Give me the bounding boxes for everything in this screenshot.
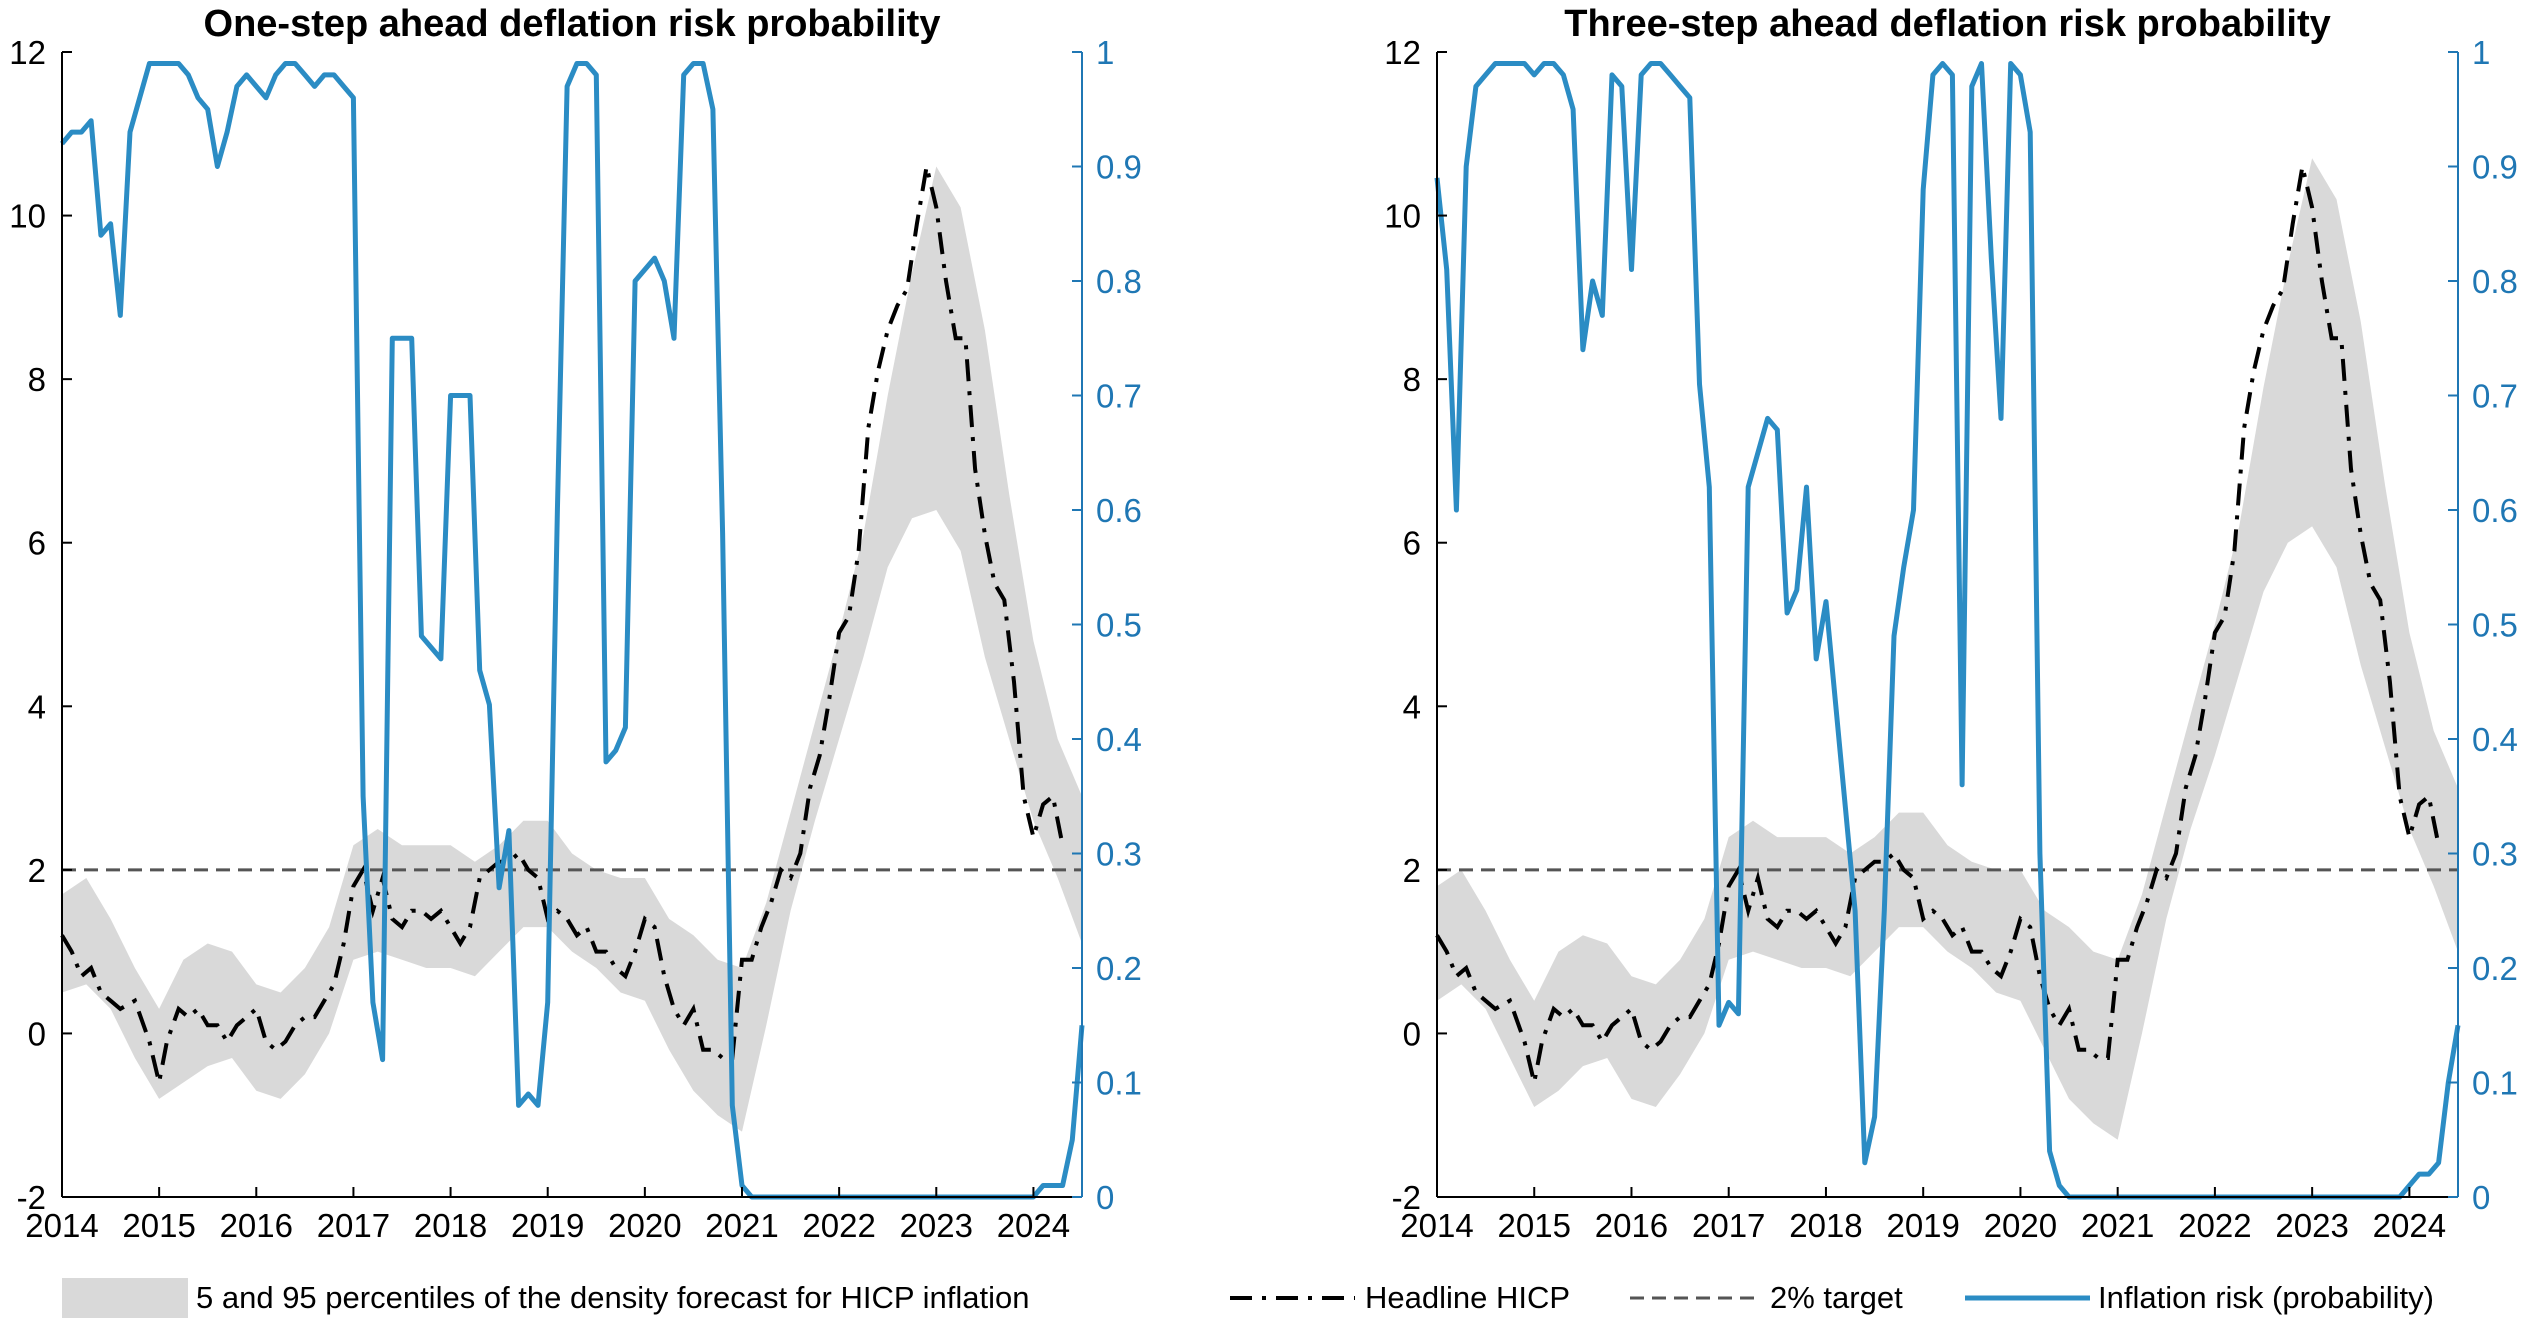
right-y-tick-label: 0.3 bbox=[2472, 836, 2518, 873]
x-tick-label: 2021 bbox=[2081, 1207, 2154, 1244]
x-tick-label: 2017 bbox=[1692, 1207, 1765, 1244]
left-y-tick-label: 6 bbox=[28, 525, 46, 562]
right-y-tick-label: 0.1 bbox=[1096, 1065, 1142, 1102]
chart-title: One-step ahead deflation risk probabilit… bbox=[204, 3, 941, 45]
right-y-tick-label: 0 bbox=[1096, 1179, 1114, 1216]
left-y-tick-label: 4 bbox=[1403, 688, 1421, 725]
left-y-tick-label: 0 bbox=[28, 1015, 46, 1052]
left-y-tick-label: 12 bbox=[1384, 34, 1421, 71]
chart-one-step: One-step ahead deflation risk probabilit… bbox=[9, 3, 1142, 1244]
left-y-tick-label: 0 bbox=[1403, 1015, 1421, 1052]
x-tick-label: 2020 bbox=[608, 1207, 681, 1244]
right-y-tick-label: 0.4 bbox=[1096, 721, 1142, 758]
x-tick-label: 2020 bbox=[1984, 1207, 2057, 1244]
right-y-tick-label: 0.2 bbox=[1096, 950, 1142, 987]
left-y-tick-label: -2 bbox=[1392, 1179, 1421, 1216]
right-y-tick-label: 0.5 bbox=[2472, 607, 2518, 644]
left-y-tick-label: 8 bbox=[1403, 361, 1421, 398]
right-y-tick-label: 0.7 bbox=[1096, 378, 1142, 415]
legend-band-label: 5 and 95 percentiles of the density fore… bbox=[196, 1280, 1029, 1315]
x-tick-label: 2022 bbox=[2178, 1207, 2251, 1244]
legend: 5 and 95 percentiles of the density fore… bbox=[62, 1278, 2434, 1318]
left-y-tick-label: 12 bbox=[9, 34, 46, 71]
x-tick-label: 2017 bbox=[317, 1207, 390, 1244]
right-y-tick-label: 0 bbox=[2472, 1179, 2490, 1216]
density-band bbox=[1437, 158, 2458, 1140]
x-tick-label: 2024 bbox=[997, 1207, 1070, 1244]
x-tick-label: 2015 bbox=[1498, 1207, 1571, 1244]
left-y-tick-label: 10 bbox=[1384, 198, 1421, 235]
right-y-tick-label: 0.8 bbox=[1096, 263, 1142, 300]
hicp-line bbox=[1435, 166, 2441, 1083]
legend-band-swatch bbox=[62, 1278, 188, 1318]
x-tick-label: 2022 bbox=[802, 1207, 875, 1244]
x-tick-label: 2019 bbox=[511, 1207, 584, 1244]
x-tick-label: 2016 bbox=[220, 1207, 293, 1244]
x-tick-label: 2015 bbox=[122, 1207, 195, 1244]
right-y-tick-label: 0.6 bbox=[2472, 492, 2518, 529]
right-y-tick-label: 0.8 bbox=[2472, 263, 2518, 300]
right-y-tick-label: 0.1 bbox=[2472, 1065, 2518, 1102]
x-tick-label: 2023 bbox=[2275, 1207, 2348, 1244]
legend-risk-label: Inflation risk (probability) bbox=[2098, 1280, 2434, 1315]
right-y-tick-label: 0.9 bbox=[1096, 149, 1142, 186]
right-y-tick-label: 0.3 bbox=[1096, 836, 1142, 873]
legend-target-label: 2% target bbox=[1770, 1280, 1903, 1315]
left-y-tick-label: 10 bbox=[9, 198, 46, 235]
right-y-tick-label: 0.4 bbox=[2472, 721, 2518, 758]
right-y-tick-label: 0.6 bbox=[1096, 492, 1142, 529]
x-tick-label: 2016 bbox=[1595, 1207, 1668, 1244]
left-y-tick-label: 2 bbox=[1403, 852, 1421, 889]
left-y-tick-label: 4 bbox=[28, 688, 46, 725]
x-tick-label: 2018 bbox=[1789, 1207, 1862, 1244]
left-y-tick-label: 8 bbox=[28, 361, 46, 398]
x-tick-label: 2021 bbox=[705, 1207, 778, 1244]
left-y-tick-label: 6 bbox=[1403, 525, 1421, 562]
right-y-tick-label: 0.9 bbox=[2472, 149, 2518, 186]
x-tick-label: 2014 bbox=[1400, 1207, 1473, 1244]
density-band bbox=[62, 166, 1082, 1132]
right-y-tick-label: 0.5 bbox=[1096, 607, 1142, 644]
right-y-tick-label: 1 bbox=[1096, 34, 1114, 71]
x-tick-label: 2019 bbox=[1886, 1207, 1959, 1244]
legend-hicp-label: Headline HICP bbox=[1365, 1280, 1570, 1315]
hicp-line bbox=[60, 166, 1065, 1083]
x-tick-label: 2014 bbox=[25, 1207, 98, 1244]
chart-three-step: Three-step ahead deflation risk probabil… bbox=[1384, 3, 2518, 1244]
left-y-tick-label: -2 bbox=[17, 1179, 46, 1216]
left-y-tick-label: 2 bbox=[28, 852, 46, 889]
x-tick-label: 2023 bbox=[900, 1207, 973, 1244]
x-tick-label: 2018 bbox=[414, 1207, 487, 1244]
right-y-tick-label: 1 bbox=[2472, 34, 2490, 71]
chart-title: Three-step ahead deflation risk probabil… bbox=[1564, 3, 2331, 45]
x-tick-label: 2024 bbox=[2373, 1207, 2446, 1244]
right-y-tick-label: 0.7 bbox=[2472, 378, 2518, 415]
right-y-tick-label: 0.2 bbox=[2472, 950, 2518, 987]
